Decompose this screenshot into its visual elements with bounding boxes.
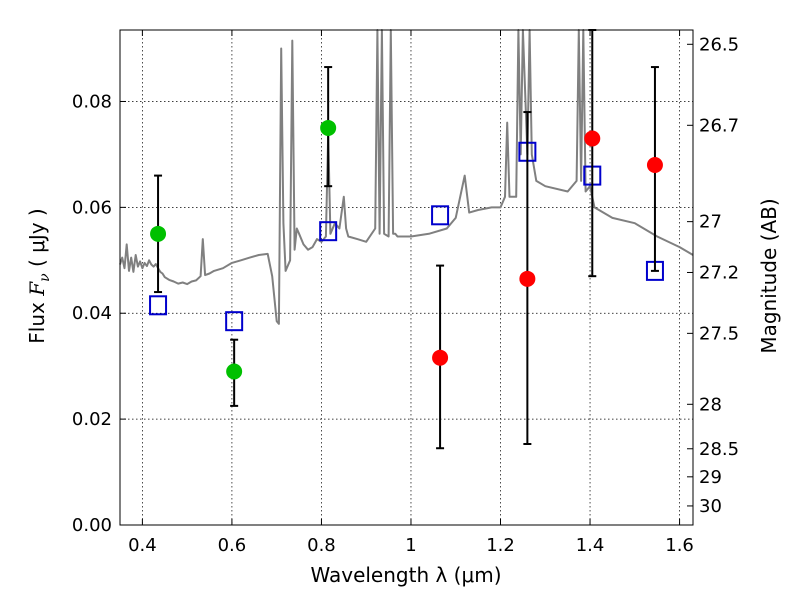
mag-tick-label: 28.5 bbox=[699, 439, 739, 460]
data-point bbox=[519, 270, 536, 287]
data-point bbox=[150, 225, 167, 242]
model-square bbox=[149, 295, 168, 316]
y-tick-label: 0.04 bbox=[72, 303, 112, 324]
y2-axis-label: Magnitude (AB) bbox=[757, 198, 781, 353]
x-tick-label: 1.6 bbox=[665, 535, 694, 556]
y-tick-label: 0.00 bbox=[72, 515, 112, 536]
model-square bbox=[225, 311, 244, 332]
x-tick-label: 1.4 bbox=[576, 535, 605, 556]
mag-tick-label: 26.7 bbox=[699, 115, 739, 136]
mag-tick-label: 26.5 bbox=[699, 34, 739, 55]
mag-tick-label: 29 bbox=[699, 467, 722, 488]
x-tick-label: 1 bbox=[405, 535, 416, 556]
mag-tick-label: 27.2 bbox=[699, 262, 739, 283]
grid bbox=[120, 30, 693, 526]
points-layer bbox=[149, 29, 664, 450]
data-point bbox=[320, 119, 337, 136]
mag-tick-label: 27 bbox=[699, 212, 722, 233]
x-tick-label: 0.8 bbox=[307, 535, 336, 556]
y-tick-label: 0.08 bbox=[72, 91, 112, 112]
spectrum-line bbox=[119, 29, 694, 325]
model-square bbox=[319, 221, 338, 242]
mag-tick-label: 30 bbox=[699, 496, 722, 517]
spectrum-layer bbox=[119, 29, 694, 325]
data-point bbox=[226, 363, 243, 380]
mag-tick-label: 27.5 bbox=[699, 323, 739, 344]
ticks-layer: 0.4 0.6 0.8 1 1.2 1.4 1.6 0.00 0.02 0.04 0.06 0.08 2… bbox=[72, 30, 739, 556]
x-tick-label: 1.2 bbox=[486, 535, 515, 556]
data-point bbox=[432, 349, 449, 366]
data-point bbox=[646, 157, 663, 173]
x-tick-label: 0.4 bbox=[128, 535, 157, 556]
x-tick-label: 0.6 bbox=[218, 535, 247, 556]
model-square bbox=[431, 205, 450, 226]
y-tick-label: 0.02 bbox=[72, 409, 112, 430]
y-tick-label: 0.06 bbox=[72, 197, 112, 218]
plot-frame bbox=[119, 29, 694, 526]
x-axis-label: Wavelength λ (μm) bbox=[310, 563, 501, 587]
mag-tick-label: 28 bbox=[699, 394, 722, 415]
y-axis-label: Flux Fν ( μJy ) bbox=[25, 208, 53, 343]
data-point bbox=[584, 130, 601, 147]
